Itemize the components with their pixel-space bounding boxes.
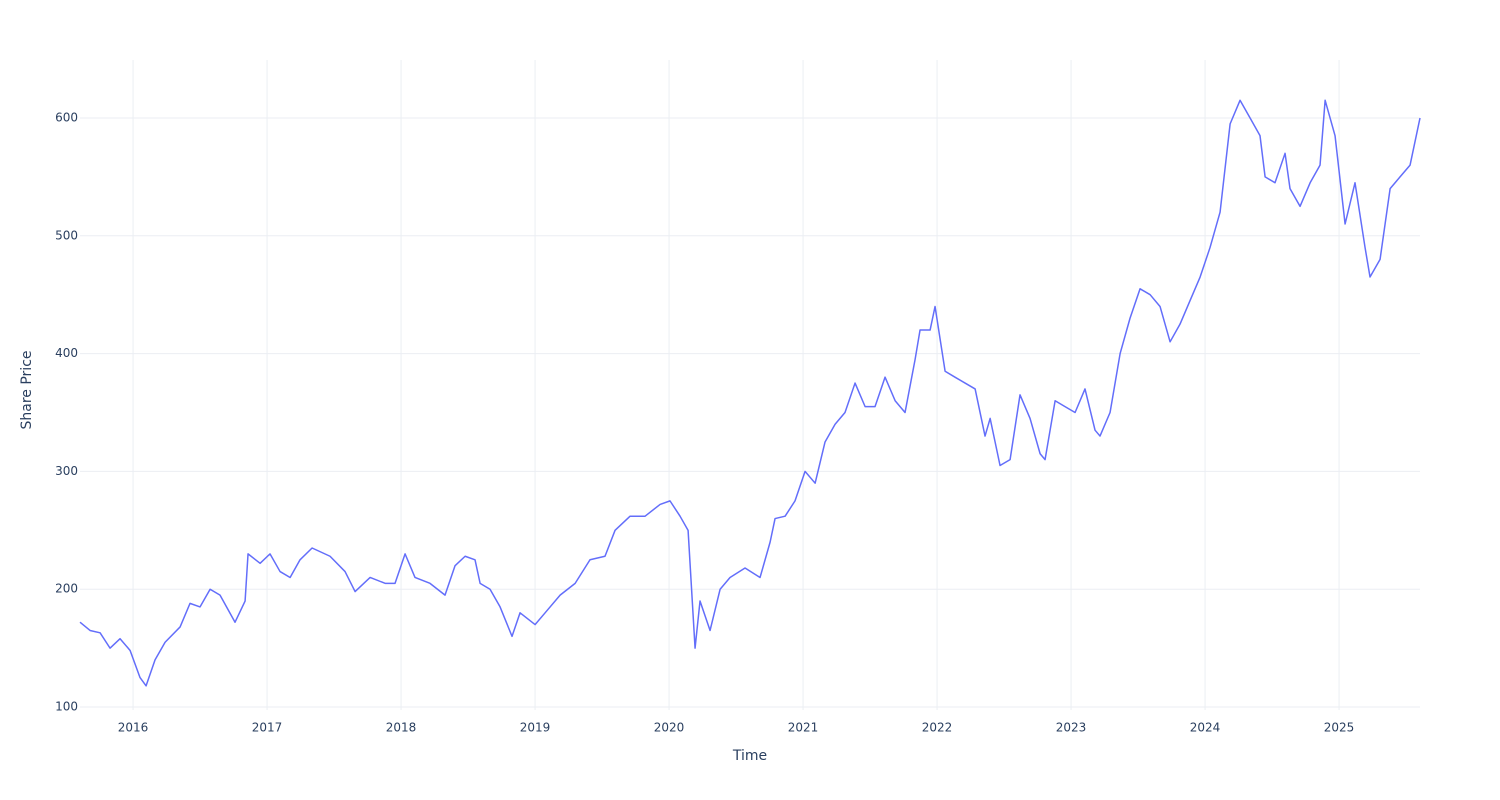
x-tick-label: 2025 [1324, 721, 1355, 735]
x-tick-label: 2020 [654, 721, 685, 735]
x-tick-label: 2018 [386, 721, 417, 735]
price-line [79, 99, 1421, 687]
x-tick-label: 2023 [1056, 721, 1087, 735]
y-tick-label: 300 [55, 464, 78, 478]
x-tick-label: 2024 [1190, 721, 1221, 735]
x-tick-label: 2016 [118, 721, 149, 735]
y-tick-label: 200 [55, 582, 78, 596]
y-tick-label: 100 [55, 700, 78, 714]
y-tick-label: 500 [55, 228, 78, 242]
y-tick-label: 400 [55, 346, 78, 360]
x-tick-label: 2021 [788, 721, 819, 735]
x-axis-title: Time [732, 748, 767, 764]
y-tick-label: 600 [55, 110, 78, 124]
y-axis-title: Share Price [19, 350, 35, 429]
x-tick-label: 2022 [922, 721, 953, 735]
x-tick-label: 2017 [252, 721, 283, 735]
x-tick-label: 2019 [520, 721, 551, 735]
